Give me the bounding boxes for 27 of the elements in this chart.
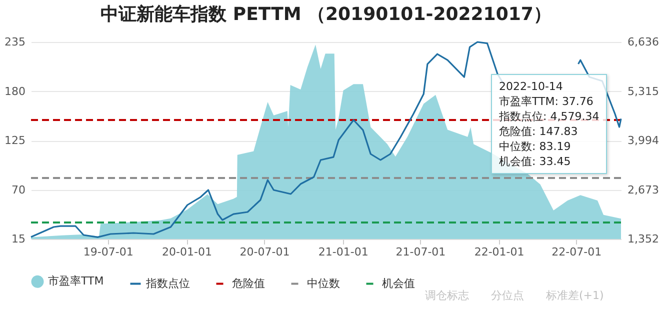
y2-tick-label: 3,994 (628, 134, 659, 147)
x-tick-label: 22-01-01 (474, 246, 524, 258)
legend-label: 市盈率TTM (48, 274, 104, 288)
y2-tick-label: 1,352 (628, 232, 659, 246)
x-tick-label: 21-01-01 (318, 246, 368, 258)
legend-label: 危险值 (232, 276, 265, 290)
x-tick-label: 19-07-01 (83, 246, 134, 258)
y-tick-label: 180 (4, 84, 26, 98)
y-tick-label: 235 (4, 36, 26, 48)
legend-label: 中位数 (307, 276, 340, 290)
chart-title: 中证新能车指数 PETTM （20190101-20221017） (100, 4, 552, 25)
text: 调仓标志 (425, 288, 469, 303)
text: 标准差(+1) (546, 288, 604, 303)
y2-tick-label: 5,315 (628, 84, 659, 98)
x-tick-label: 22-07-01 (552, 246, 602, 258)
y-tick-label: 125 (4, 134, 26, 147)
y-tick-label: 70 (12, 183, 26, 196)
x-tick-label: 20-07-01 (240, 246, 290, 258)
annotation: 2022-10-14 市盈率TTM: 37.76 指数点位: 4,579.34 危险值: 147.83 中位数: 83.19 机会值: 33.45 (491, 74, 608, 174)
x-tick-label: 21-07-01 (396, 246, 446, 258)
y2-tick-label: 2,673 (628, 183, 659, 196)
legend-label: 指数点位 (145, 276, 190, 290)
y2-tick-label: 6,636 (628, 36, 659, 48)
y-tick-label: 15 (12, 232, 26, 246)
text: 分位点 (491, 288, 524, 303)
x-tick-label: 20-01-01 (162, 246, 212, 258)
legend-label: 机会值 (382, 276, 415, 290)
